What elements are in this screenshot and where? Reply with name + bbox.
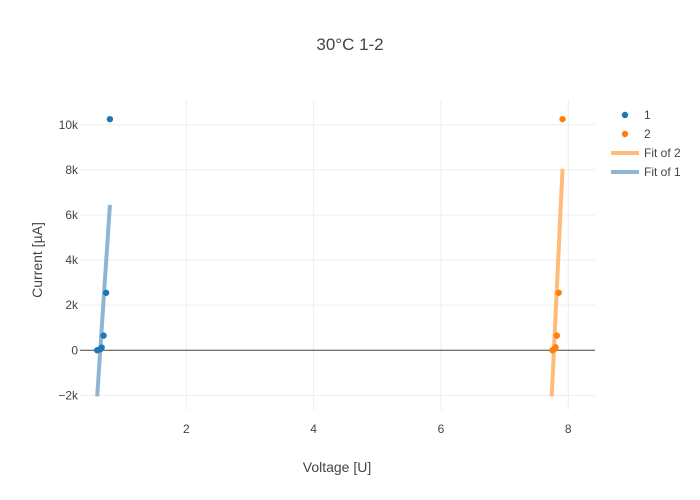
y-tick-label: 0 xyxy=(71,343,78,357)
gridlines xyxy=(80,100,595,410)
legend-item-fit-of-2[interactable]: Fit of 2 xyxy=(611,146,681,160)
x-tick-label: 6 xyxy=(438,422,445,436)
chart-title: 30°C 1-2 xyxy=(316,35,383,54)
legend-marker xyxy=(621,111,629,119)
legend-label: 2 xyxy=(644,127,651,141)
y-tick-label: 4k xyxy=(65,253,79,267)
x-tick-label: 8 xyxy=(565,422,572,436)
data-point-series-2 xyxy=(559,115,566,123)
series-layer xyxy=(93,115,566,397)
data-point-series-2 xyxy=(552,344,559,351)
fit-line-fit-of-1 xyxy=(95,204,112,397)
legend-item-2[interactable]: 2 xyxy=(621,127,651,141)
plot-area xyxy=(80,100,595,410)
data-point-series-1 xyxy=(98,344,105,351)
x-axis-ticks: 2 4 6 8 xyxy=(183,422,572,436)
legend-label: Fit of 2 xyxy=(644,146,681,160)
y-axis-ticks: −2k 0 2k 4k 6k 8k 10k xyxy=(58,118,79,403)
y-tick-label: 8k xyxy=(65,163,79,177)
legend-label: 1 xyxy=(644,108,651,122)
x-tick-label: 2 xyxy=(183,422,190,436)
data-point-series-2 xyxy=(555,289,562,296)
legend[interactable]: 1 2 Fit of 2 Fit of 1 xyxy=(611,108,681,179)
y-axis-title: Current [µA] xyxy=(29,222,45,298)
data-point-series-1 xyxy=(106,115,114,123)
y-tick-label: −2k xyxy=(58,388,79,402)
data-point-series-1 xyxy=(102,289,110,296)
legend-marker xyxy=(621,130,629,138)
legend-label: Fit of 1 xyxy=(644,165,681,179)
data-point-series-1 xyxy=(100,332,107,339)
y-tick-label: 6k xyxy=(65,208,79,222)
y-tick-label: 10k xyxy=(59,118,79,132)
data-point-series-2 xyxy=(553,332,561,339)
fit-line-fit-of-2 xyxy=(549,168,565,397)
legend-item-1[interactable]: 1 xyxy=(621,108,651,122)
y-tick-label: 2k xyxy=(65,298,79,312)
x-tick-label: 4 xyxy=(310,422,317,436)
legend-item-fit-of-1[interactable]: Fit of 1 xyxy=(611,165,681,179)
x-axis-title: Voltage [U] xyxy=(303,459,372,475)
